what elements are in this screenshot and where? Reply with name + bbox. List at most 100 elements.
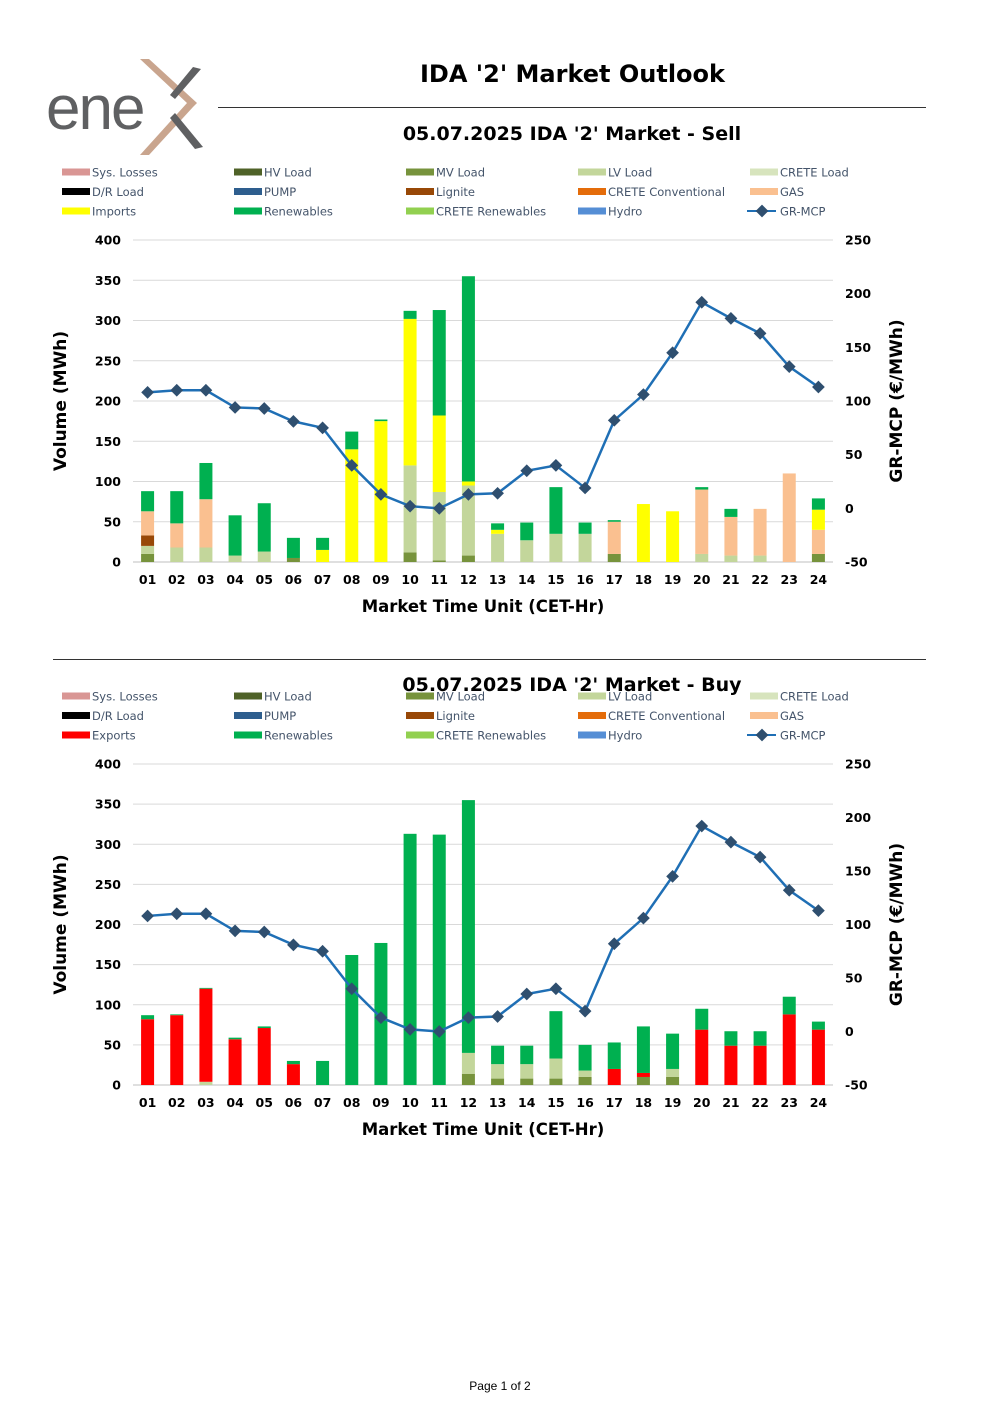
- buy-bar-renewables-22: [753, 1031, 767, 1046]
- sell-bar-imports-12: [461, 481, 475, 486]
- buy-y2-tick-label: 100: [845, 917, 871, 932]
- buy-x-tick-label: 06: [285, 1095, 303, 1110]
- buy-x-tick-label: 14: [518, 1095, 536, 1110]
- sell-x-tick-label: 22: [751, 572, 768, 587]
- sell-legend-swatch: [750, 188, 778, 195]
- buy-x-tick-label: 16: [576, 1095, 594, 1110]
- buy-y-tick-label: 400: [95, 757, 121, 772]
- buy-bar-exports-18: [636, 1072, 650, 1077]
- section-divider: [53, 659, 926, 660]
- buy-bar-exports-17: [607, 1068, 621, 1085]
- buy-legend-swatch: [750, 692, 778, 700]
- sell-bar-mv-load-17: [607, 553, 621, 562]
- buy-legend-label: GAS: [780, 709, 804, 723]
- buy-x-tick-label: 08: [343, 1095, 360, 1110]
- sell-legend-label: MV Load: [436, 166, 485, 180]
- sell-x-tick-label: 03: [197, 572, 214, 587]
- sell-bar-imports-10: [403, 318, 417, 466]
- buy-legend-label: GR-MCP: [780, 729, 826, 743]
- sell-bar-mv-load-10: [403, 552, 417, 562]
- sell-bar-lv-load-22: [753, 555, 767, 562]
- buy-x-tick-label: 05: [256, 1095, 273, 1110]
- sell-legend-swatch: [406, 188, 434, 195]
- sell-bar-renewables-17: [607, 520, 621, 522]
- buy-legend-item-renewables: Renewables: [234, 729, 333, 743]
- buy-x-tick-label: 12: [460, 1095, 477, 1110]
- buy-bar-renewables-20: [695, 1008, 709, 1030]
- buy-legend-item-d-r-load: D/R Load: [62, 709, 144, 723]
- sell-legend-item-imports: Imports: [62, 205, 136, 219]
- sell-bar-lv-load-21: [724, 555, 738, 562]
- sell-legend-label: Sys. Losses: [92, 166, 158, 180]
- sell-mcp-point-11: [432, 501, 446, 515]
- buy-mcp-point-04: [228, 924, 242, 938]
- sell-mcp-point-10: [403, 499, 417, 513]
- buy-bar-lv-load-15: [549, 1058, 563, 1079]
- buy-legend-label: HV Load: [264, 690, 312, 704]
- buy-x-tick-label: 09: [372, 1095, 389, 1110]
- buy-legend-label: Renewables: [264, 729, 333, 743]
- buy-bar-renewables-19: [666, 1033, 680, 1069]
- buy-legend-label: D/R Load: [92, 709, 144, 723]
- buy-bar-renewables-08: [345, 954, 359, 1085]
- logo-wordmark: ene: [46, 74, 145, 143]
- sell-mcp-point-20: [695, 295, 709, 309]
- sell-bar-renewables-01: [141, 491, 155, 512]
- sell-legend-item-d-r-load: D/R Load: [62, 185, 144, 199]
- buy-legend-item-gas: GAS: [750, 709, 804, 723]
- buy-bar-mv-load-19: [666, 1076, 680, 1085]
- buy-x-tick-label: 11: [431, 1095, 448, 1110]
- buy-y2-tick-label: -50: [845, 1078, 868, 1093]
- buy-bar-lv-load-19: [666, 1068, 680, 1077]
- sell-legend-swatch: [578, 168, 606, 176]
- buy-bar-mv-load-18: [636, 1076, 650, 1085]
- sell-bar-renewables-08: [345, 431, 359, 450]
- sell-bar-mv-load-06: [286, 557, 300, 562]
- sell-legend-label: CRETE Load: [780, 166, 849, 180]
- buy-bar-renewables-10: [403, 833, 417, 1085]
- buy-y-tick-label: 150: [95, 957, 121, 972]
- buy-legend-item-lignite: Lignite: [406, 709, 475, 723]
- buy-legend-swatch: [62, 731, 90, 739]
- sell-legend-item-lv-load: LV Load: [578, 166, 652, 180]
- sell-bar-imports-19: [666, 511, 680, 562]
- buy-legend-label: CRETE Conventional: [608, 709, 725, 723]
- sell-legend-diamond-swatch: [755, 204, 769, 218]
- buy-bar-lv-load-03: [199, 1081, 213, 1085]
- sell-x-tick-label: 07: [314, 572, 331, 587]
- sell-legend-swatch: [406, 207, 434, 215]
- sell-bar-lignite-01: [141, 535, 155, 546]
- sell-bar-imports-18: [636, 504, 650, 562]
- buy-mcp-point-21: [724, 835, 738, 849]
- sell-bar-renewables-05: [257, 503, 271, 552]
- sell-legend-swatch: [406, 168, 434, 176]
- sell-legend-label: LV Load: [608, 166, 652, 180]
- page-title: IDA '2' Market Outlook: [420, 60, 725, 88]
- sell-legend-item-crete-load: CRETE Load: [750, 166, 849, 180]
- sell-y2-tick-label: 100: [845, 394, 871, 409]
- sell-legend-item-crete-renewables: CRETE Renewables: [406, 205, 546, 219]
- buy-bar-renewables-16: [578, 1044, 592, 1071]
- sell-x-tick-label: 12: [460, 572, 477, 587]
- sell-x-tick-label: 05: [256, 572, 273, 587]
- sell-bar-imports-13: [491, 529, 505, 534]
- buy-bar-mv-load-12: [461, 1073, 475, 1085]
- buy-mcp-point-05: [257, 925, 271, 939]
- buy-y2-tick-label: 150: [845, 864, 871, 879]
- buy-legend-item-crete-conventional: CRETE Conventional: [578, 709, 725, 723]
- sell-mcp-point-12: [462, 488, 475, 501]
- buy-bar-renewables-06: [286, 1060, 300, 1065]
- sell-x-tick-label: 08: [343, 572, 360, 587]
- buy-bar-renewables-21: [724, 1031, 738, 1046]
- sell-y-tick-label: 300: [95, 313, 121, 328]
- buy-bar-lv-load-13: [491, 1064, 505, 1079]
- sell-legend-label: GAS: [780, 185, 804, 199]
- sell-legend-item-gr-mcp: GR-MCP: [747, 205, 826, 219]
- sell-bar-mv-load-01: [141, 553, 155, 562]
- sell-y2-tick-label: 150: [845, 340, 871, 355]
- sell-bar-gas-20: [695, 489, 709, 554]
- sell-bar-imports-24: [811, 509, 825, 530]
- buy-legend-swatch: [234, 731, 262, 739]
- sell-bar-gas-24: [811, 529, 825, 554]
- buy-mcp-point-13: [491, 1010, 504, 1023]
